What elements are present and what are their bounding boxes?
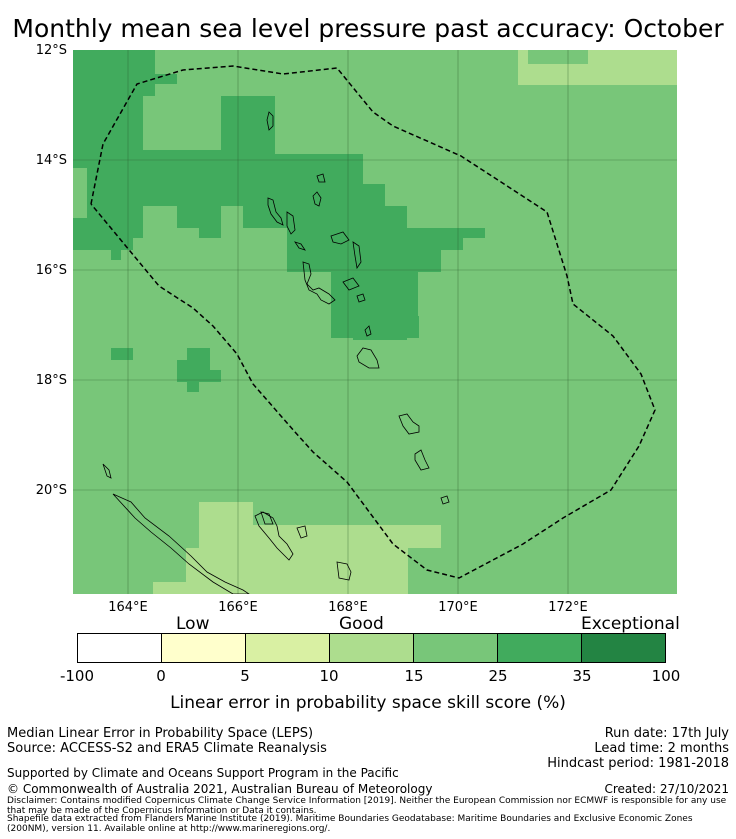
colorbar-category-low: Low	[176, 614, 210, 634]
lat-label: 20°S	[35, 483, 67, 498]
skill-region-good-south	[153, 502, 441, 594]
lon-label: 170°E	[438, 600, 478, 615]
colorbar-tick: 25	[488, 667, 508, 685]
skill-region-dark-south2	[331, 316, 419, 338]
skill-region-dark-west	[73, 50, 155, 95]
created-text: Created: 27/10/2021	[604, 782, 729, 796]
lon-label: 168°E	[328, 600, 368, 615]
colorbar-segment	[414, 634, 498, 662]
colorbar	[77, 633, 666, 663]
skill-region-mid-patch2	[73, 168, 87, 218]
colorbar-tick: -100	[59, 667, 95, 685]
lat-label: 16°S	[35, 263, 67, 278]
chart-title: Monthly mean sea level pressure past acc…	[12, 14, 724, 43]
map-gridlines	[73, 50, 677, 594]
hindcast-text: Hindcast period: 1981-2018	[547, 756, 729, 771]
lon-label: 166°E	[218, 600, 258, 615]
skill-region-dark-small2	[177, 348, 221, 392]
copyright-text: © Commonwealth of Australia 2021, Austra…	[7, 782, 433, 796]
coastlines	[102, 111, 450, 594]
disclaimer-text: Disclaimer: Contains modified Copernicus…	[7, 796, 727, 816]
support-text: Supported by Climate and Oceans Support …	[7, 766, 399, 780]
skill-region-dark-south1	[287, 250, 351, 272]
skill-region-good-ne2	[528, 50, 588, 64]
colorbar-tick: 5	[240, 667, 250, 685]
skill-region-mid-patch3	[221, 142, 275, 154]
colorbar-category-exceptional: Exceptional	[581, 614, 680, 634]
colorbar-segment	[78, 634, 162, 662]
colorbar-tick: 15	[404, 667, 424, 685]
colorbar-segment	[246, 634, 330, 662]
skill-map	[73, 50, 677, 594]
eez-boundary	[90, 65, 656, 579]
colorbar-segment	[330, 634, 414, 662]
skill-region-mid-patch1	[143, 96, 221, 150]
lat-label: 18°S	[35, 373, 67, 388]
colorbar-segment	[582, 634, 665, 662]
lon-label: 164°E	[108, 600, 148, 615]
colorbar-tick: 100	[651, 667, 681, 685]
lon-label: 172°E	[548, 600, 588, 615]
lead-time-text: Lead time: 2 months	[594, 741, 729, 756]
colorbar-tick: 35	[572, 667, 592, 685]
colorbar-label: Linear error in probability space skill …	[170, 693, 566, 713]
source-text: Source: ACCESS-S2 and ERA5 Climate Reana…	[7, 741, 327, 756]
colorbar-category-good: Good	[339, 614, 384, 634]
colorbar-tick: 10	[319, 667, 339, 685]
colorbar-segment	[162, 634, 246, 662]
shapefile-text: Shapefile data extracted from Flanders M…	[7, 814, 693, 834]
lat-label: 14°S	[35, 153, 67, 168]
skill-region-dark-small1	[111, 348, 133, 360]
lat-label: 12°S	[35, 43, 67, 58]
colorbar-tick: 0	[156, 667, 166, 685]
method-text: Median Linear Error in Probability Space…	[7, 726, 314, 741]
run-date-text: Run date: 17th July	[604, 726, 729, 741]
colorbar-segment	[498, 634, 582, 662]
